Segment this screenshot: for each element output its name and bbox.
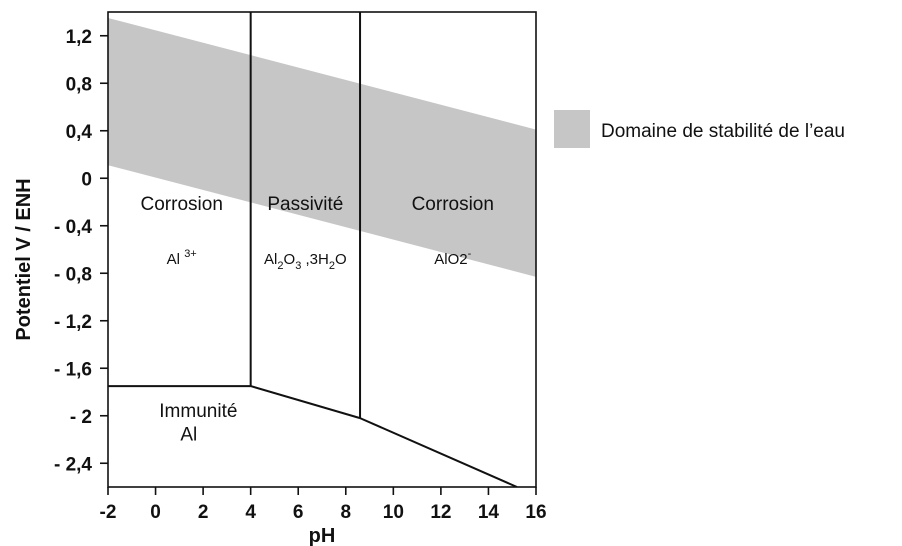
y-axis-ticks: 1,2 0,8 0,4 0 - 0,4 - 0,8 - 1,2 - 1,6 - 2 - 2,4 — [54, 27, 108, 475]
x-tick-label: 2 — [198, 502, 209, 523]
x-tick-label: -2 — [100, 502, 117, 523]
phase-boundaries — [108, 12, 518, 487]
plot-frame — [107, 11, 537, 488]
x-tick-label: 8 — [340, 502, 351, 523]
y-tick-label: - 2,4 — [54, 454, 92, 475]
y-tick-label: 0 — [81, 169, 92, 190]
x-tick-label: 10 — [383, 502, 404, 523]
boundary-line-2 — [359, 417, 518, 487]
y-tick-label: 1,2 — [66, 27, 92, 48]
x-tick-label: 14 — [478, 502, 500, 523]
boundary-line-1 — [250, 385, 361, 420]
region-name: Immunité — [159, 401, 237, 422]
x-axis-title: pH — [309, 525, 336, 546]
x-tick-label: 0 — [150, 502, 161, 523]
y-tick-label: - 0,4 — [54, 217, 92, 238]
region-name: Corrosion — [141, 194, 223, 215]
species-label: Al 3+ — [167, 248, 197, 268]
y-tick-label: 0,4 — [66, 122, 93, 143]
y-tick-label: - 2 — [70, 407, 92, 428]
region-name: Corrosion — [412, 194, 494, 215]
x-tick-label: 12 — [430, 502, 451, 523]
species-label: Al — [180, 425, 197, 446]
x-axis-ticks: -2 0 2 4 6 8 10 12 14 16 — [100, 487, 547, 523]
region-name: Passivité — [267, 194, 343, 215]
region-labels: Corrosion Al 3+ Passivité Al2O3 ,3H2O Corros… — [141, 194, 494, 445]
x-tick-label: 16 — [525, 502, 546, 523]
y-tick-label: - 1,2 — [54, 312, 92, 333]
legend-swatch — [554, 110, 590, 148]
legend-label: Domaine de stabilité de l’eau — [601, 121, 845, 142]
water-stability-band — [108, 17, 536, 277]
x-tick-label: 6 — [293, 502, 304, 523]
y-tick-label: - 0,8 — [54, 264, 92, 285]
y-axis-title: Potentiel V / ENH — [13, 178, 35, 340]
species-label: Al2O3 ,3H2O — [264, 251, 347, 272]
species-label: AlO2- — [434, 248, 471, 268]
x-tick-label: 4 — [245, 502, 256, 523]
y-tick-label: 0,8 — [66, 74, 92, 95]
y-tick-label: - 1,6 — [54, 359, 92, 380]
